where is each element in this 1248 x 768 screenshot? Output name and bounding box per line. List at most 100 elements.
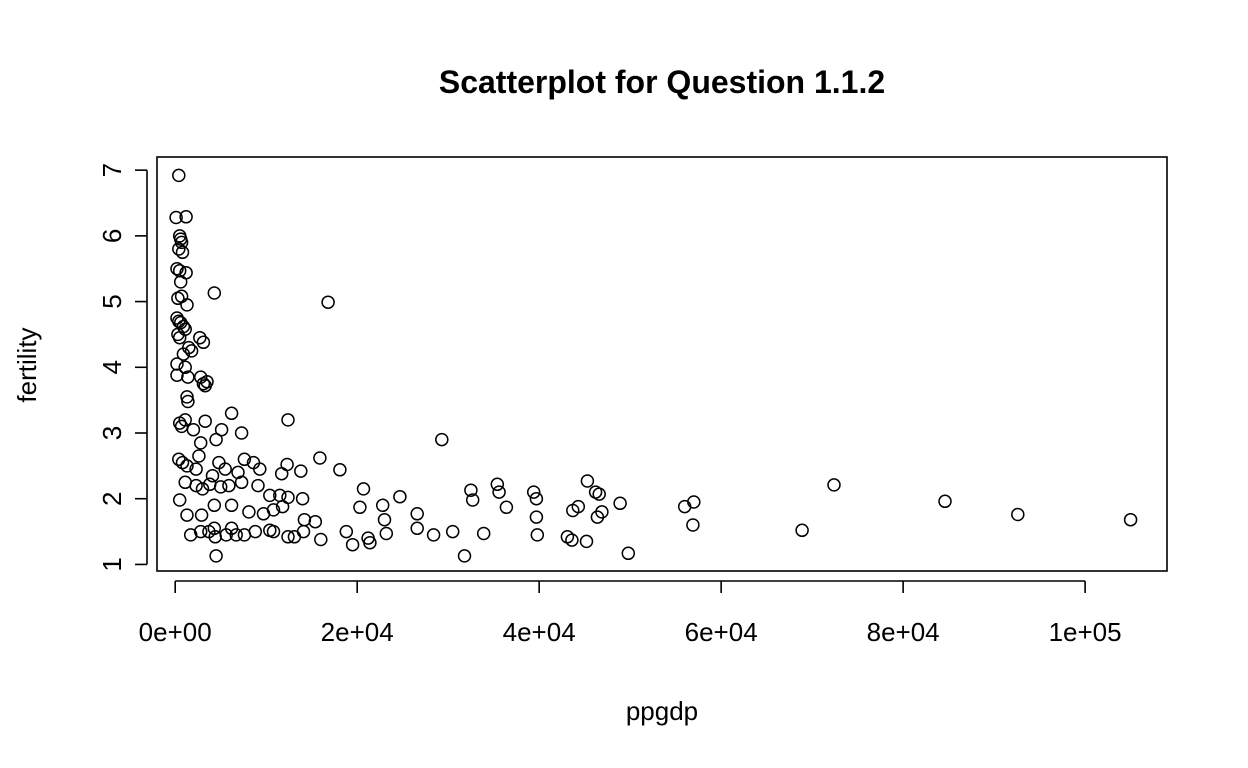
data-point (530, 528, 545, 542)
data-point (590, 510, 605, 524)
data-point (178, 360, 192, 375)
data-point (363, 535, 377, 550)
data-point (560, 530, 575, 544)
data-point (189, 462, 203, 476)
data-point (196, 335, 211, 350)
data-point (445, 524, 460, 539)
y-tick-label: 1 (97, 557, 127, 571)
data-point (209, 432, 223, 447)
data-point (339, 524, 354, 539)
data-point (266, 503, 281, 517)
data-point (274, 466, 289, 481)
data-point (172, 168, 186, 183)
data-point (281, 490, 295, 505)
data-point (194, 508, 209, 522)
data-point (465, 493, 480, 507)
data-point (193, 524, 208, 539)
data-point (186, 422, 201, 437)
data-point (172, 493, 187, 507)
data-point (476, 526, 491, 541)
data-point (827, 478, 841, 492)
data-point (1011, 507, 1025, 522)
data-point (580, 474, 595, 488)
data-point (410, 521, 424, 536)
data-point (189, 478, 203, 493)
data-point (410, 507, 424, 521)
data-point (295, 491, 310, 506)
x-tick-label: 6e+04 (685, 617, 758, 647)
y-tick-label: 7 (97, 163, 127, 177)
data-point (281, 530, 295, 544)
data-point (172, 330, 187, 345)
data-point (178, 475, 192, 490)
data-point (234, 426, 249, 440)
data-point (393, 489, 407, 504)
data-point (181, 394, 195, 409)
data-point (266, 524, 281, 539)
data-point (281, 413, 295, 427)
plot-frame (156, 156, 1168, 572)
data-point (209, 549, 223, 563)
data-point (207, 286, 222, 300)
y-axis-title: fertility (12, 327, 42, 402)
data-point (294, 464, 308, 478)
data-point (170, 368, 184, 382)
data-point (180, 390, 194, 404)
data-point (170, 261, 184, 276)
data-point (308, 514, 323, 529)
data-point (686, 518, 700, 532)
data-point (175, 245, 190, 260)
data-point (345, 537, 360, 552)
data-point (180, 298, 194, 312)
data-point (314, 532, 328, 547)
data-point (207, 498, 222, 513)
data-point (180, 459, 194, 473)
data-point (280, 457, 294, 472)
data-point (426, 528, 441, 542)
data-point (592, 487, 606, 501)
data-point (579, 534, 594, 549)
data-point (198, 378, 212, 393)
y-tick-label: 2 (97, 491, 127, 505)
data-point (222, 478, 236, 493)
data-point (377, 512, 392, 527)
data-point (296, 524, 311, 539)
data-point (595, 505, 609, 519)
data-point (333, 463, 347, 477)
data-point (170, 357, 184, 371)
data-point (229, 528, 243, 542)
data-point (938, 494, 952, 509)
data-point (356, 482, 371, 496)
data-point (251, 478, 265, 493)
data-point (492, 485, 506, 499)
y-tick-label: 5 (97, 294, 127, 308)
y-tick-label: 3 (97, 426, 127, 440)
x-axis-title: ppgdp (626, 696, 698, 726)
data-point (1123, 512, 1138, 527)
data-point (193, 436, 208, 450)
data-point (198, 414, 212, 428)
data-point (176, 347, 191, 361)
data-point (526, 485, 541, 499)
chart-title: Scatterplot for Question 1.1.2 (439, 64, 885, 100)
data-point (795, 523, 809, 538)
data-point (457, 549, 472, 563)
data-point (195, 482, 210, 496)
data-point (175, 455, 190, 470)
x-tick-label: 1e+05 (1049, 617, 1122, 647)
data-point (529, 491, 544, 506)
data-point (687, 495, 701, 509)
data-point (213, 480, 228, 494)
data-point (435, 432, 449, 447)
data-point (207, 521, 222, 536)
data-point (621, 546, 636, 561)
data-point (242, 505, 256, 519)
y-axis: 1 2 3 4 5 6 7 (97, 163, 148, 572)
data-point (224, 498, 239, 513)
data-point (218, 462, 232, 476)
data-point (529, 510, 544, 524)
data-point (571, 499, 586, 514)
data-point (224, 406, 239, 421)
data-point (248, 524, 263, 539)
